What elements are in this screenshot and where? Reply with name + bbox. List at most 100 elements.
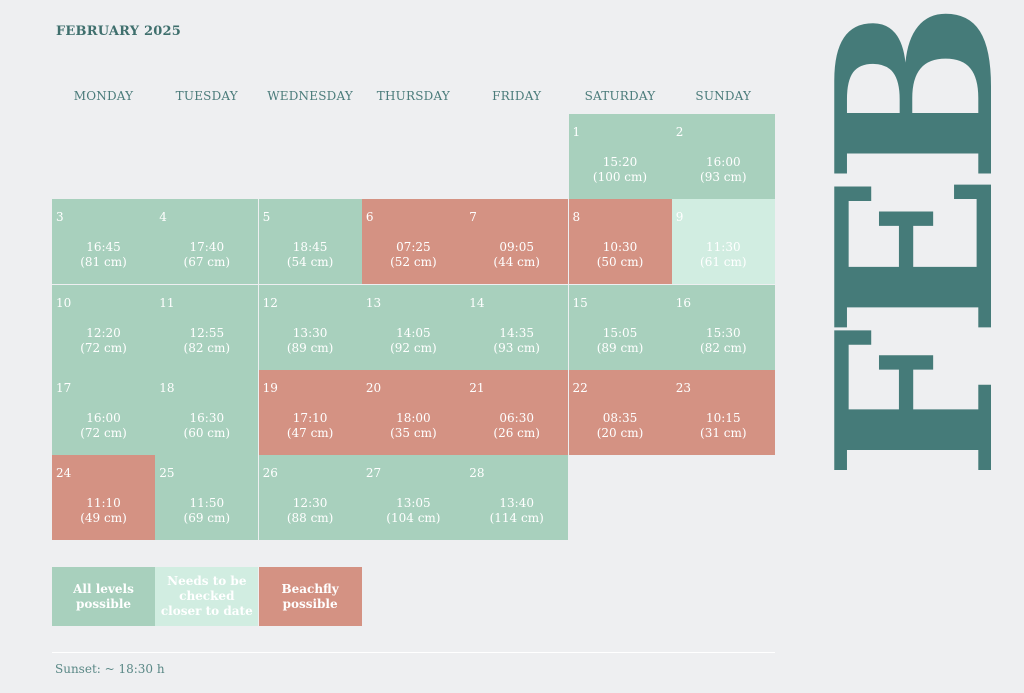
weekday-thursday: THURSDAY <box>376 89 450 103</box>
day-number: 6 <box>365 210 374 225</box>
weekday-tuesday: TUESDAY <box>175 89 238 103</box>
tide-time: 18:00 <box>396 410 431 425</box>
day-number: 4 <box>159 210 167 225</box>
tide-height: (54 cm) <box>286 255 334 270</box>
day-cell[interactable]: 3 16:45 (81 cm) <box>52 199 155 285</box>
tide-time: 09:05 <box>499 240 534 255</box>
day-cell[interactable]: 16 15:30 (82 cm) <box>671 284 775 370</box>
tide-time: 12:30 <box>292 496 328 511</box>
day-number: 22 <box>572 380 588 395</box>
day-cell[interactable]: 14 14:35 (93 cm) <box>465 284 569 370</box>
tide-height: (60 cm) <box>183 425 231 440</box>
day-number: 27 <box>365 466 382 481</box>
day-cell[interactable]: 19 17:10 (47 cm) <box>258 369 362 455</box>
day-cell[interactable]: 23 10:15 (31 cm) <box>671 369 775 455</box>
day-number: 17 <box>56 380 72 395</box>
tide-time: 18:45 <box>292 240 328 255</box>
day-cell[interactable]: 8 10:30 (50 cm) <box>568 199 672 285</box>
tide-height: (81 cm) <box>80 255 127 270</box>
tide-time: 16:30 <box>189 410 225 425</box>
day-cell[interactable]: 9 11:30 (61 cm) <box>671 199 775 285</box>
tide-time: 15:20 <box>602 155 638 169</box>
day-cell[interactable]: 18 16:30 (60 cm) <box>155 369 259 455</box>
day-number: 2 <box>675 125 684 139</box>
day-cell[interactable]: 13 14:05 (92 cm) <box>361 284 465 370</box>
tide-height: (82 cm) <box>700 340 747 355</box>
tide-height: (50 cm) <box>596 255 644 270</box>
tide-height: (52 cm) <box>390 255 437 270</box>
day-number: 3 <box>56 210 64 225</box>
day-cell[interactable]: 5 18:45 (54 cm) <box>258 199 362 285</box>
tide-time: 13:30 <box>292 325 328 340</box>
day-cell[interactable]: 24 11:10 (49 cm) <box>52 455 155 541</box>
tide-time: 17:10 <box>292 410 328 425</box>
tide-height: (31 cm) <box>700 425 747 440</box>
tide-height: (100 cm) <box>592 170 648 184</box>
tide-time: 16:00 <box>706 155 741 169</box>
tide-height: (114 cm) <box>489 511 544 526</box>
day-cell[interactable]: 22 08:35 (20 cm) <box>568 369 672 455</box>
day-cell[interactable]: 6 07:25 (52 cm) <box>361 199 465 285</box>
page-title: FEBRUARY 2025 <box>56 24 181 39</box>
day-number: 18 <box>159 380 175 395</box>
day-number: 11 <box>159 295 175 310</box>
month-abbreviation: FEB <box>826 11 1006 481</box>
month-abbreviation-graphic: FEB <box>826 6 1006 526</box>
day-number: 24 <box>56 466 72 481</box>
tide-time: 14:35 <box>499 325 534 340</box>
day-cell[interactable]: 1 15:20 (100 cm) <box>568 114 672 199</box>
tide-height: (72 cm) <box>80 340 127 355</box>
tide-height: (88 cm) <box>286 511 334 526</box>
tide-height: (26 cm) <box>493 425 540 440</box>
tide-time: 07:25 <box>396 240 431 255</box>
weekday-wednesday: WEDNESDAY <box>267 89 353 103</box>
legend-item-green: All levels possible <box>52 567 155 626</box>
day-cell[interactable]: 21 06:30 (26 cm) <box>465 369 569 455</box>
tide-time: 10:30 <box>602 240 638 255</box>
day-cell[interactable]: 2 16:00 (93 cm) <box>671 114 775 199</box>
tide-height: (47 cm) <box>286 425 334 440</box>
tide-height: (67 cm) <box>183 255 231 270</box>
tide-height: (72 cm) <box>80 425 127 440</box>
tide-height: (92 cm) <box>390 340 437 355</box>
day-cell[interactable]: 12 13:30 (89 cm) <box>258 284 362 370</box>
tide-height: (89 cm) <box>596 340 644 355</box>
tide-height: (89 cm) <box>286 340 334 355</box>
day-cell[interactable]: 25 11:50 (69 cm) <box>155 455 259 541</box>
legend-item-red: Beachfly possible <box>258 567 362 626</box>
day-cell[interactable]: 28 13:40 (114 cm) <box>465 455 569 541</box>
day-number: 12 <box>262 295 278 310</box>
tide-time: 16:00 <box>86 410 121 425</box>
tide-time: 13:05 <box>396 496 431 511</box>
tide-height: (82 cm) <box>183 340 231 355</box>
day-number: 25 <box>159 466 175 481</box>
tide-height: (35 cm) <box>390 425 437 440</box>
tide-time: 08:35 <box>602 410 638 425</box>
tide-time: 14:05 <box>396 325 431 340</box>
weekday-friday: FRIDAY <box>492 89 542 103</box>
day-number: 15 <box>572 295 588 310</box>
day-cell[interactable]: 7 09:05 (44 cm) <box>465 199 569 285</box>
day-cell[interactable]: 11 12:55 (82 cm) <box>155 284 259 370</box>
tide-height: (69 cm) <box>183 511 231 526</box>
day-cell[interactable]: 15 15:05 (89 cm) <box>568 284 672 370</box>
day-cell[interactable]: 4 17:40 (67 cm) <box>155 199 259 285</box>
tide-time: 11:10 <box>86 496 121 511</box>
tide-time: 15:30 <box>706 325 741 340</box>
day-number: 19 <box>262 380 278 395</box>
day-cell[interactable]: 26 12:30 (88 cm) <box>258 455 362 541</box>
day-number: 21 <box>469 380 485 395</box>
tide-height: (20 cm) <box>596 425 644 440</box>
day-cell[interactable]: 17 16:00 (72 cm) <box>52 369 155 455</box>
tide-height: (49 cm) <box>80 511 127 526</box>
tide-time: 12:55 <box>189 325 225 340</box>
tide-time: 15:05 <box>602 325 638 340</box>
weekday-sunday: SUNDAY <box>695 89 752 103</box>
day-number: 8 <box>572 210 581 225</box>
day-cell[interactable]: 10 12:20 (72 cm) <box>52 284 155 370</box>
tide-time: 11:30 <box>706 240 741 255</box>
day-cell[interactable]: 27 13:05 (104 cm) <box>361 455 465 541</box>
tide-time: 13:40 <box>499 496 534 511</box>
day-cell[interactable]: 20 18:00 (35 cm) <box>361 369 465 455</box>
tide-height: (93 cm) <box>700 170 747 184</box>
